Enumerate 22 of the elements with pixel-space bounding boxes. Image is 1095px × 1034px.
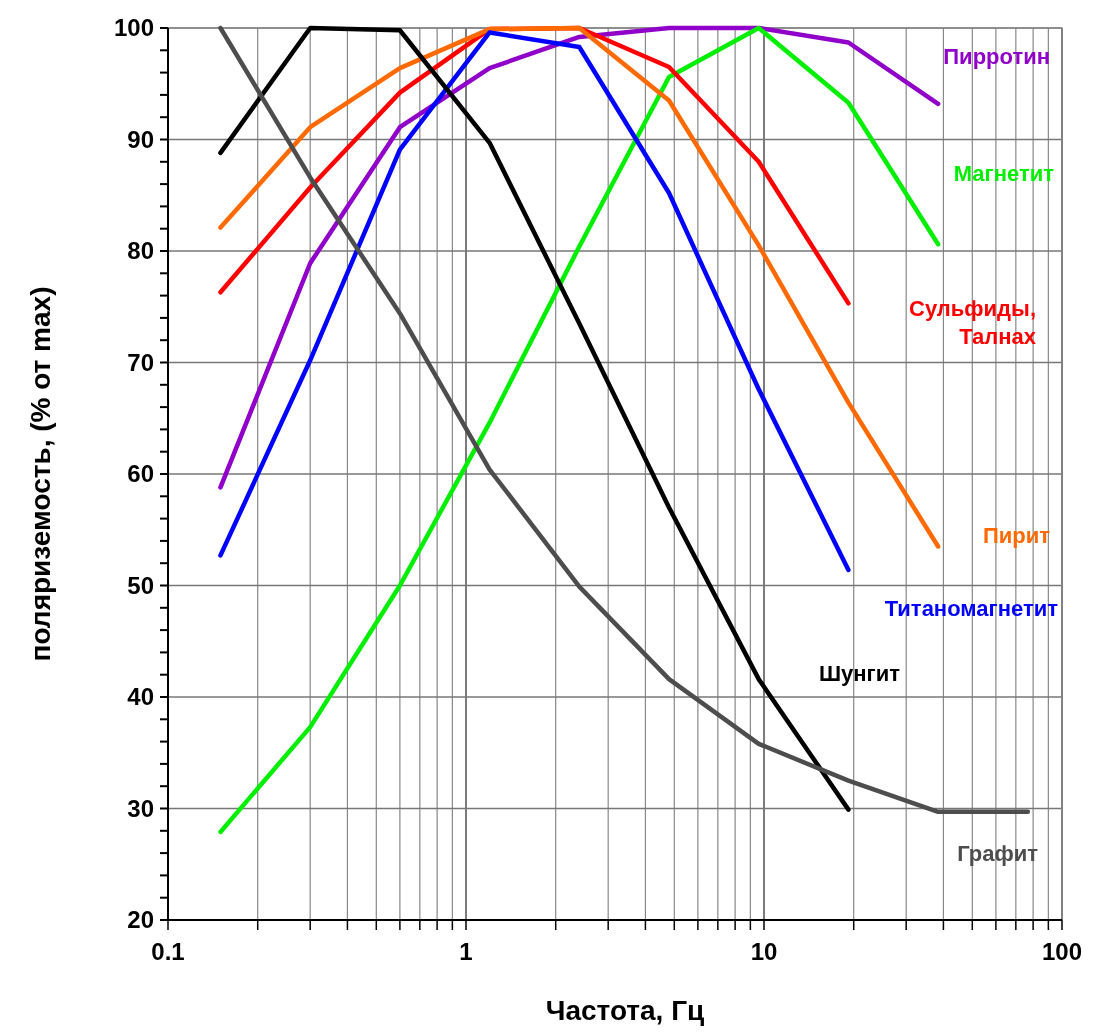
- y-tick-label: 80: [127, 237, 154, 265]
- y-tick-label: 30: [127, 794, 154, 822]
- y-tick-label: 60: [127, 460, 154, 488]
- y-tick-label: 50: [127, 571, 154, 599]
- text: Пирит: [982, 523, 1051, 548]
- x-tick-label: 100: [1041, 938, 1083, 965]
- y-tick-label: 70: [127, 348, 154, 376]
- line-series: [218, 30, 851, 573]
- y-axis-title: поляриземость, (% от max): [25, 286, 56, 662]
- series-label: Пирротин: [943, 44, 1050, 69]
- y-tick-label: 20: [127, 906, 154, 934]
- y-tick-label: 100: [113, 14, 154, 42]
- x-tick-label: 0.1: [151, 938, 185, 965]
- text: Магнетит: [953, 161, 1055, 186]
- y-tick-label: 40: [127, 683, 154, 711]
- x-axis-title: Частота, Гц: [545, 995, 705, 1026]
- y-tick-label: 90: [127, 125, 154, 153]
- text: Шунгит: [818, 661, 901, 686]
- x-tick-label: 1: [459, 938, 473, 965]
- text: Титаномагнетит: [884, 596, 1059, 621]
- x-tick-label: 10: [750, 938, 778, 965]
- text: Сульфиды, Талнах: [909, 296, 1037, 349]
